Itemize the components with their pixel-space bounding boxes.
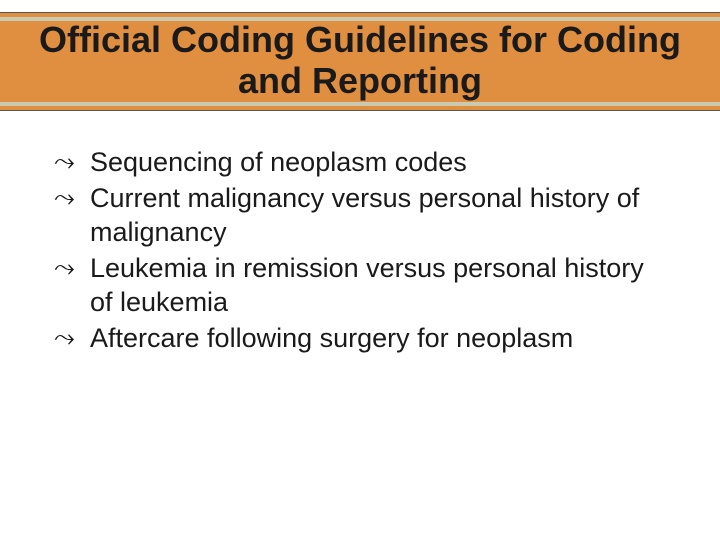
bullet-rest: of neoplasm codes: [233, 147, 467, 177]
bullet-list: ⤳Sequencing of neoplasm codes⤳Current ma…: [54, 145, 666, 357]
slide-title: Official Coding Guidelines for Coding an…: [0, 17, 720, 104]
bullet-icon: ⤳: [54, 145, 84, 179]
bullet-rest: following surgery for neoplasm: [200, 323, 574, 353]
bullet-lead: Sequencing: [90, 147, 233, 177]
bullet-lead: Current: [90, 183, 180, 213]
bullet-text: Aftercare following surgery for neoplasm: [90, 321, 573, 355]
list-item: ⤳Leukemia in remission versus personal h…: [54, 251, 666, 319]
bullet-icon: ⤳: [54, 181, 84, 215]
list-item: ⤳Current malignancy versus personal hist…: [54, 181, 666, 249]
bullet-icon: ⤳: [54, 251, 84, 285]
bullet-lead: Leukemia: [90, 253, 207, 283]
bullet-text: Current malignancy versus personal histo…: [90, 181, 666, 249]
bullet-lead: Aftercare: [90, 323, 200, 353]
list-item: ⤳Aftercare following surgery for neoplas…: [54, 321, 666, 355]
bullet-text: Leukemia in remission versus personal hi…: [90, 251, 666, 319]
list-item: ⤳Sequencing of neoplasm codes: [54, 145, 666, 179]
bullet-text: Sequencing of neoplasm codes: [90, 145, 467, 179]
bullet-icon: ⤳: [54, 321, 84, 355]
title-band: Official Coding Guidelines for Coding an…: [0, 12, 720, 111]
